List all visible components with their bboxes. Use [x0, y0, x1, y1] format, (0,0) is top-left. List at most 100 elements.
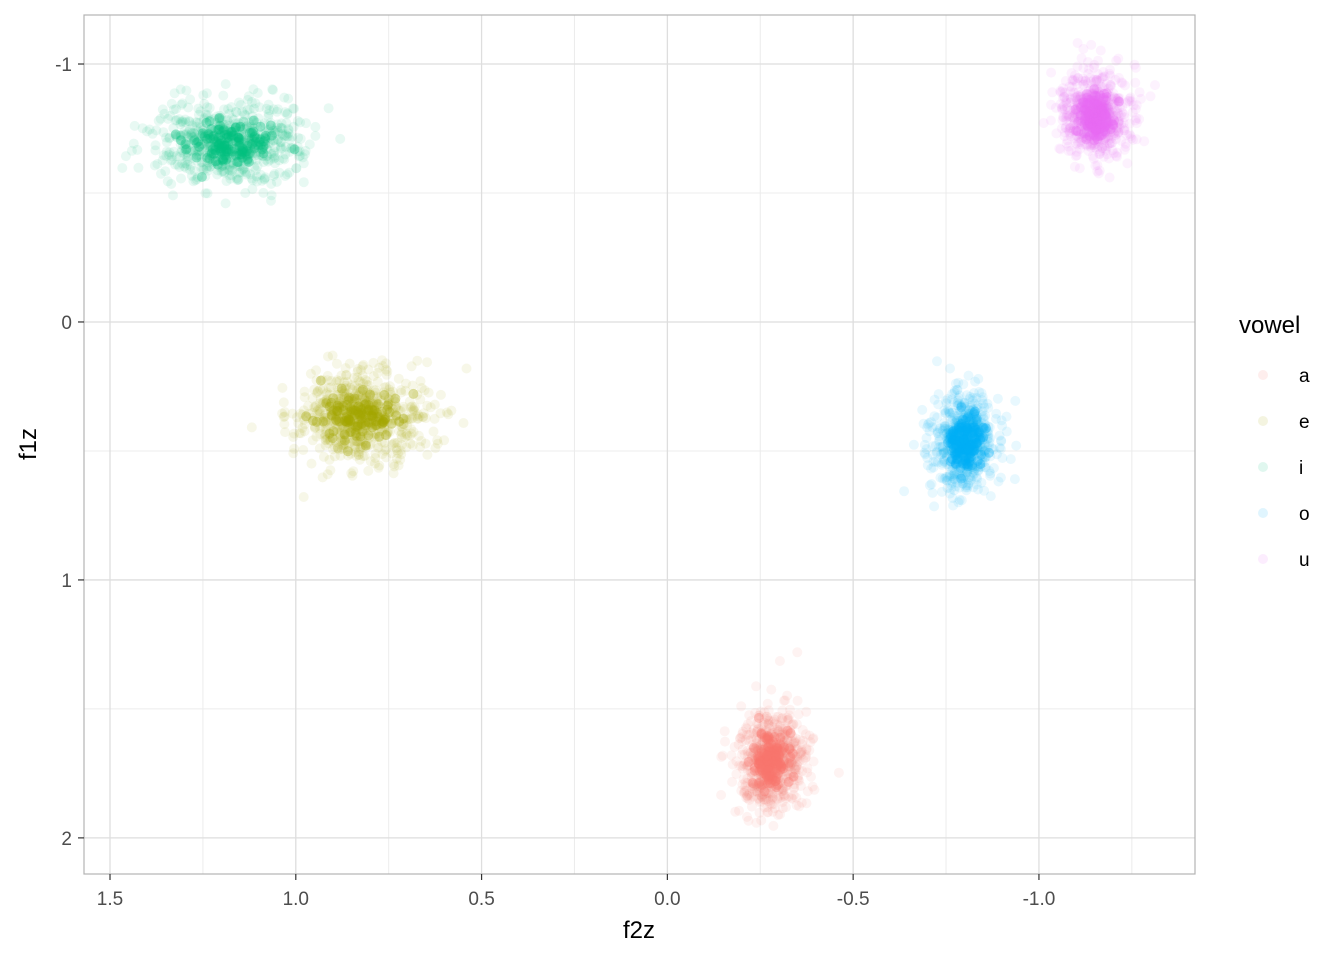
point-a — [772, 719, 783, 730]
point-a — [778, 738, 789, 749]
point-e — [325, 427, 336, 438]
point-i — [166, 179, 177, 189]
point-e — [368, 431, 379, 442]
point-o — [974, 453, 985, 464]
point-i — [249, 143, 260, 154]
point-a — [753, 710, 764, 721]
point-i — [269, 125, 280, 136]
point-a — [771, 738, 782, 749]
point-a — [757, 779, 767, 790]
point-e — [330, 419, 341, 430]
point-o — [936, 459, 947, 470]
point-e — [461, 363, 472, 374]
point-a — [768, 799, 779, 810]
point-e — [347, 419, 358, 430]
point-o — [952, 450, 963, 461]
point-o — [964, 457, 974, 468]
point-e — [362, 384, 373, 395]
point-o — [954, 427, 965, 438]
point-o — [968, 421, 979, 432]
point-a — [797, 766, 808, 776]
point-i — [199, 98, 210, 109]
point-i — [190, 138, 201, 149]
point-e — [370, 429, 381, 440]
point-a — [763, 768, 774, 778]
point-o — [965, 429, 976, 440]
point-i — [158, 150, 169, 161]
point-e — [301, 411, 312, 422]
point-a — [752, 750, 763, 761]
point-o — [969, 468, 980, 479]
point-a — [775, 739, 785, 750]
point-a — [779, 747, 790, 758]
point-o — [953, 447, 964, 458]
point-a — [755, 743, 766, 754]
point-o — [968, 417, 979, 428]
point-e — [373, 401, 384, 412]
point-e — [323, 438, 334, 449]
point-i — [224, 144, 235, 155]
point-a — [761, 753, 772, 764]
point-a — [752, 745, 763, 756]
point-i — [212, 137, 223, 148]
point-i — [232, 157, 243, 167]
point-i — [206, 141, 217, 152]
point-i — [180, 130, 191, 141]
point-a — [793, 764, 804, 775]
point-u — [1130, 77, 1141, 88]
point-a — [739, 788, 750, 799]
point-o — [996, 436, 1007, 447]
point-i — [216, 152, 227, 163]
point-o — [979, 446, 990, 456]
point-a — [754, 733, 765, 744]
point-o — [991, 413, 1001, 424]
point-i — [283, 93, 294, 104]
point-e — [316, 421, 327, 432]
point-i — [204, 102, 215, 113]
point-a — [807, 734, 818, 745]
point-a — [761, 733, 772, 744]
point-o — [953, 443, 964, 454]
point-e — [324, 432, 335, 443]
point-a — [775, 764, 786, 775]
point-a — [764, 770, 774, 781]
point-a — [786, 767, 797, 778]
legend-label-o: o — [1299, 504, 1310, 525]
point-i — [171, 151, 182, 161]
point-a — [729, 741, 740, 752]
point-o — [967, 407, 978, 418]
point-i — [204, 153, 215, 164]
point-e — [341, 369, 352, 380]
point-e — [405, 438, 416, 449]
point-i — [228, 129, 239, 140]
point-i — [213, 160, 224, 171]
point-i — [177, 117, 188, 128]
point-e — [349, 393, 360, 404]
point-a — [775, 749, 786, 760]
point-e — [395, 405, 406, 416]
point-e — [355, 409, 366, 420]
point-i — [206, 115, 216, 125]
point-e — [344, 417, 355, 428]
point-a — [791, 800, 802, 811]
point-e — [340, 416, 351, 427]
point-e — [400, 378, 411, 389]
point-a — [782, 735, 792, 746]
point-i — [283, 128, 294, 139]
point-e — [321, 425, 332, 436]
point-o — [940, 472, 951, 483]
point-a — [783, 741, 794, 752]
point-u — [1118, 118, 1129, 129]
point-i — [196, 157, 207, 168]
point-i — [260, 134, 271, 145]
point-i — [242, 141, 253, 152]
point-e — [381, 382, 391, 392]
point-e — [367, 412, 378, 423]
point-i — [199, 113, 210, 124]
point-i — [231, 149, 242, 160]
point-e — [369, 432, 380, 443]
point-e — [353, 390, 364, 401]
point-i — [251, 117, 262, 128]
point-e — [343, 433, 354, 444]
point-e — [320, 440, 331, 451]
